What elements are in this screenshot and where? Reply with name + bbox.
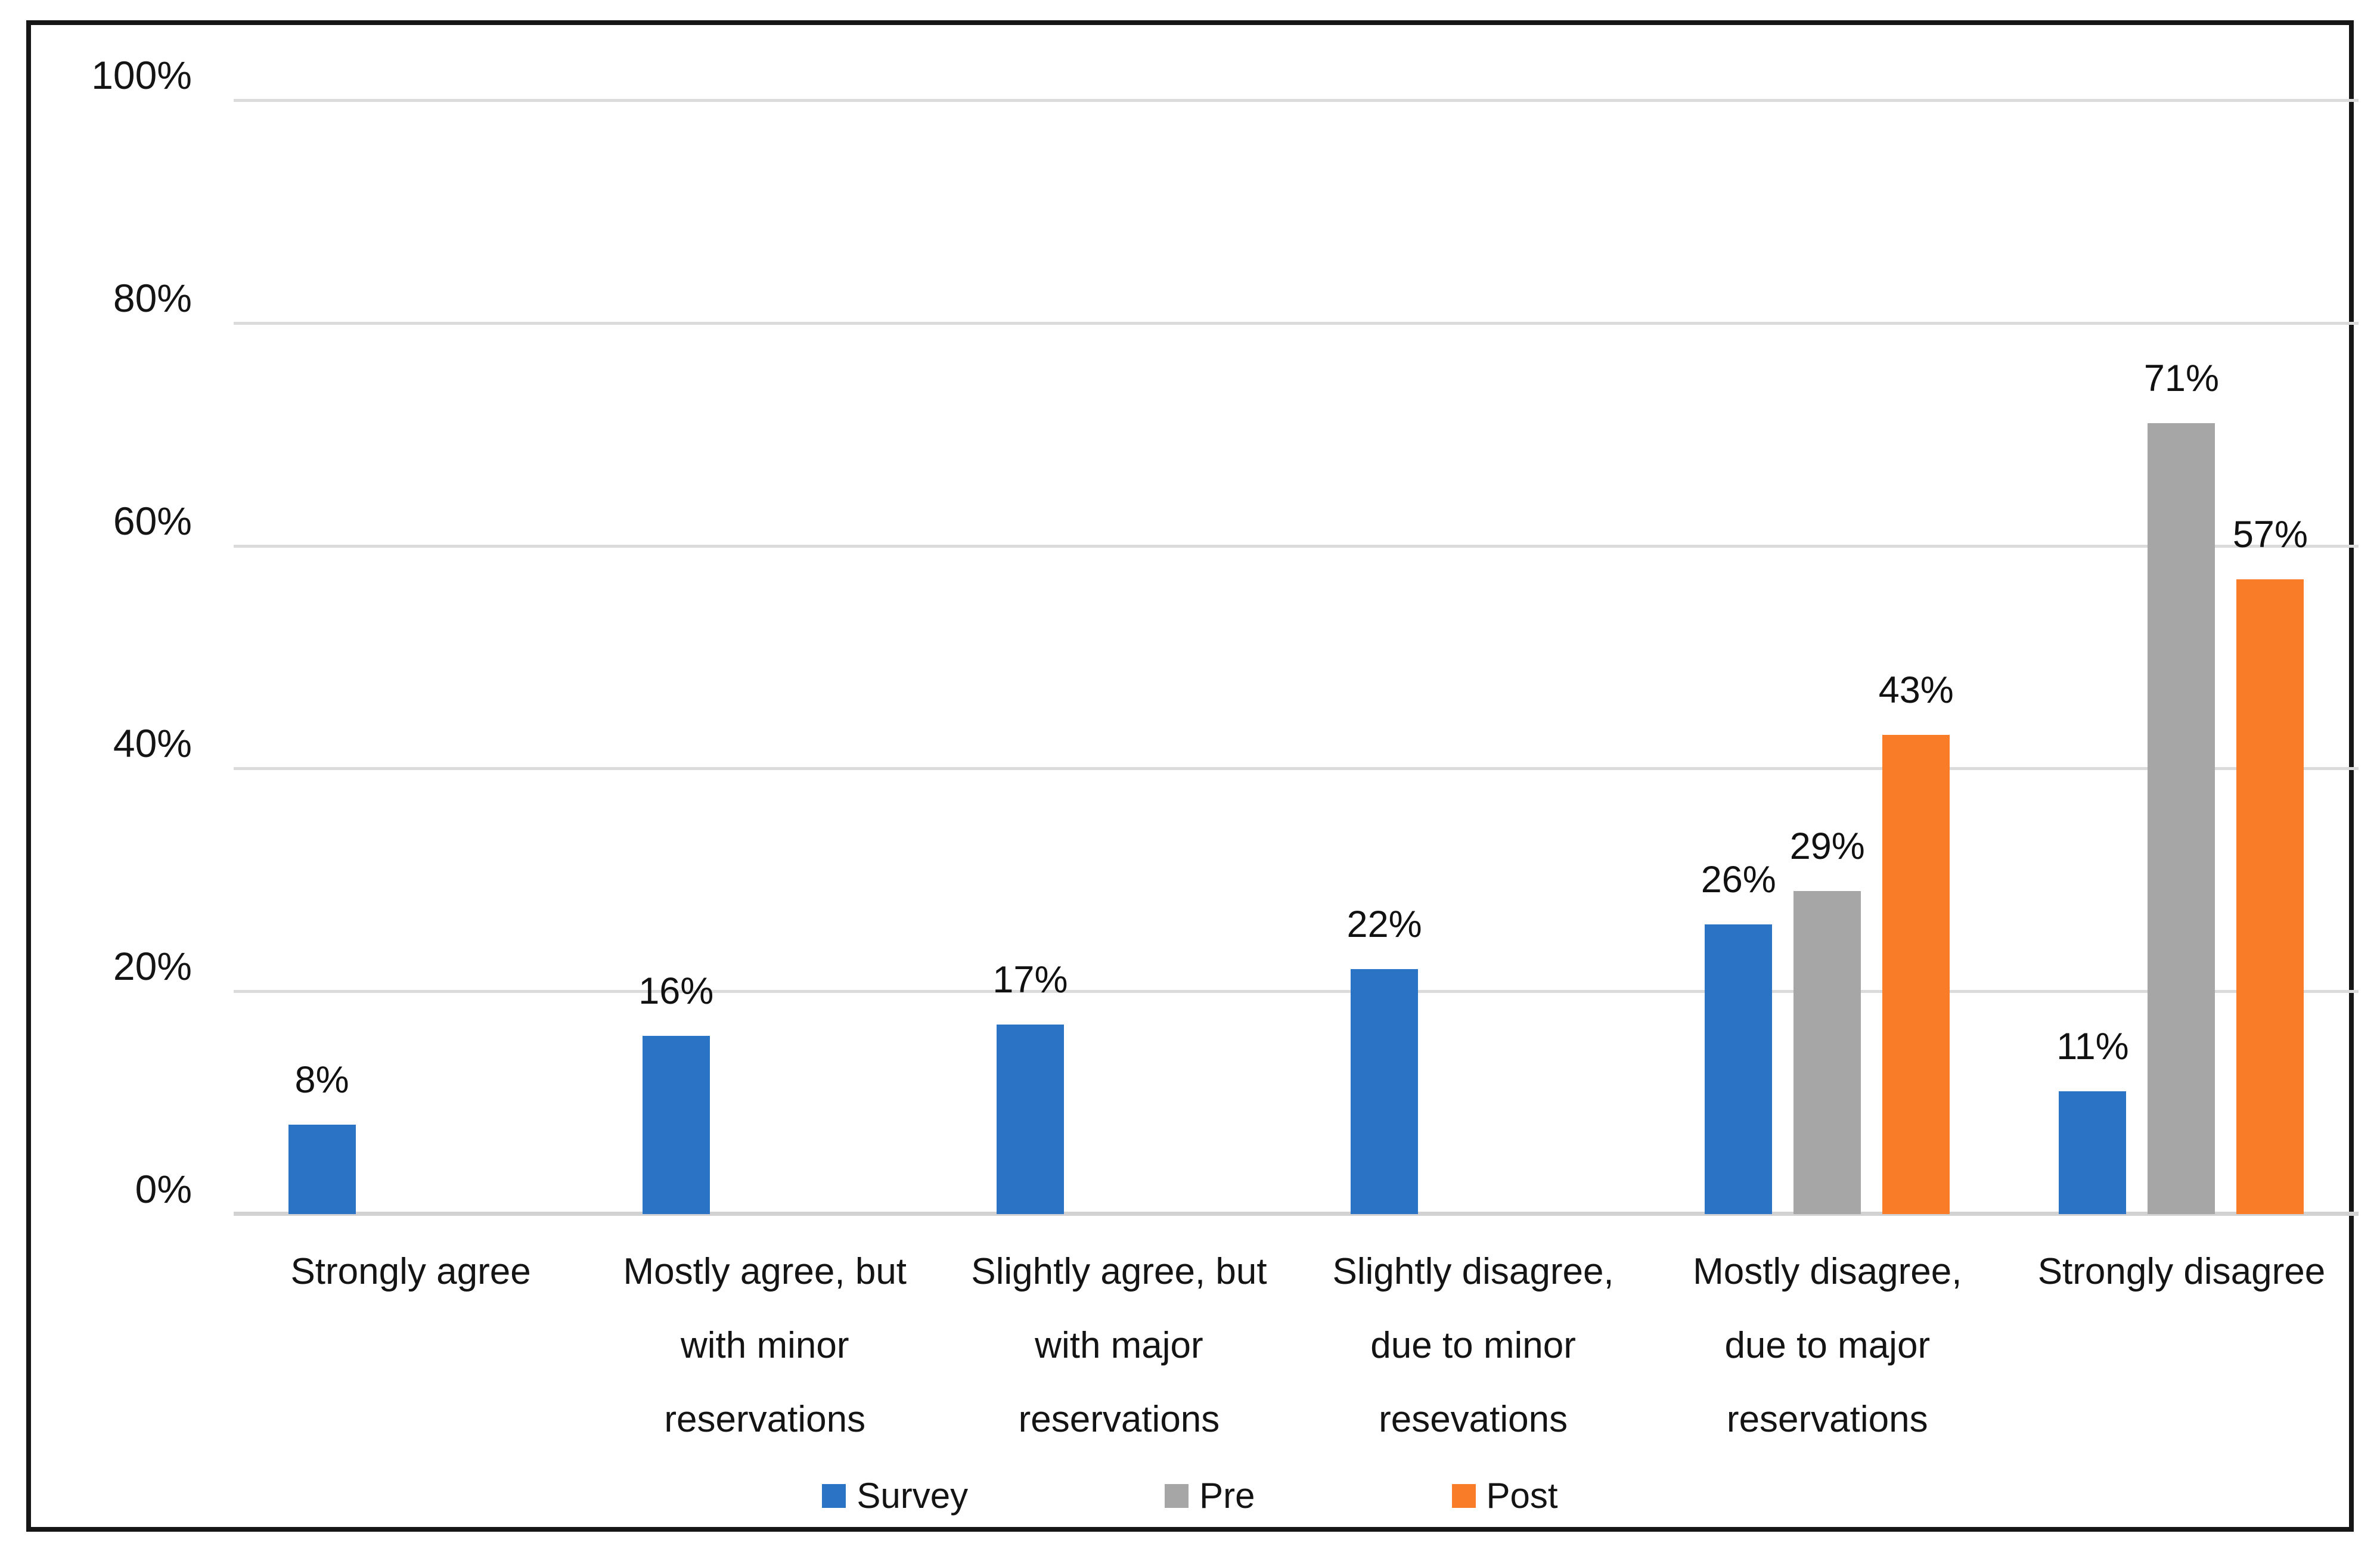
gridline-40 — [234, 767, 2359, 771]
bar-slot-pre — [377, 100, 445, 1214]
bar-pre — [2148, 423, 2215, 1214]
bar-slot-survey: 26% — [1701, 100, 1776, 1214]
legend-label-pre: Pre — [1199, 1476, 1255, 1516]
bar-slot-post: 57% — [2233, 100, 2308, 1214]
bar-group-2: 16% — [588, 100, 942, 1214]
legend-item-survey: Survey — [822, 1475, 968, 1516]
y-axis-tick-label-60: 60% — [113, 498, 192, 543]
legend-swatch-survey — [822, 1483, 846, 1508]
bar-value-label-survey: 26% — [1701, 859, 1776, 901]
legend-item-pre: Pre — [1165, 1475, 1255, 1516]
category-label-1: Strongly agree — [290, 1251, 531, 1292]
bar-group-1: 8% — [234, 100, 588, 1214]
legend: Survey Pre Post — [31, 1467, 2349, 1524]
bar-slot-survey: 17% — [992, 100, 1068, 1214]
bar-slot-survey: 11% — [2056, 100, 2129, 1214]
bar-survey — [996, 1025, 1064, 1214]
bar-value-label-post: 43% — [1878, 669, 1954, 712]
bar-slot-pre — [1085, 100, 1153, 1214]
bar-value-label-survey: 22% — [1346, 903, 1422, 945]
bar-survey — [1705, 924, 1773, 1214]
y-axis-tick-label-0: 0% — [135, 1167, 192, 1211]
bar-slot-post — [466, 100, 533, 1214]
bar-slot-post: 43% — [1879, 100, 1954, 1214]
y-axis-tick-label-100: 100% — [91, 53, 192, 97]
bar-slot-survey: 8% — [288, 100, 356, 1214]
bar-group-4: 22% — [1296, 100, 1650, 1214]
bar-pre — [1793, 891, 1861, 1214]
category-label-5: Mostly disagree, due to major reservatio… — [1693, 1251, 1962, 1440]
bar-value-label-survey: 8% — [294, 1059, 349, 1101]
y-axis-tick-label-20: 20% — [113, 944, 192, 989]
bar-value-label-post: 57% — [2232, 513, 2308, 555]
legend-swatch-pre — [1165, 1483, 1189, 1508]
category-label-6: Strongly disagree — [2037, 1251, 2326, 1292]
x-axis-labels: Strongly agree Mostly agree, but with min… — [234, 1235, 2359, 1457]
bar-survey — [1351, 969, 1419, 1214]
y-axis-tick-label-40: 40% — [113, 721, 192, 766]
bar-value-label-pre: 71% — [2143, 358, 2219, 400]
gridline-20 — [234, 990, 2359, 994]
bar-slot-post — [820, 100, 888, 1214]
bar-slot-pre: 71% — [2144, 100, 2219, 1214]
bar-post — [1882, 735, 1950, 1214]
bar-slot-pre — [1439, 100, 1507, 1214]
legend-item-post: Post — [1451, 1475, 1558, 1516]
bar-survey — [642, 1035, 710, 1214]
category-label-4: Slightly disagree, due to minor resevati… — [1332, 1251, 1614, 1440]
bar-survey — [2059, 1091, 2127, 1214]
bar-group-3: 17% — [942, 100, 1296, 1214]
bar-slot-post — [1174, 100, 1242, 1214]
bar-slot-survey: 22% — [1347, 100, 1422, 1214]
bar-groups: 8% 16% 17% 22% 26% 29% 43% 11% 71% 57% — [234, 100, 2359, 1214]
bar-slot-pre — [731, 100, 799, 1214]
legend-label-post: Post — [1486, 1476, 1558, 1516]
bar-slot-pre: 29% — [1790, 100, 1865, 1214]
bar-value-label-survey: 16% — [638, 970, 714, 1012]
bar-value-label-pre: 29% — [1789, 825, 1865, 867]
category-label-2: Mostly agree, but with minor reservation… — [623, 1251, 907, 1440]
chart-frame: 0% 20% 40% 60% 80% 100% 8% 16% 17% 22% 26% 29% 43% 1… — [26, 20, 2359, 1532]
gridline-100 — [234, 99, 2359, 102]
bar-group-6: 11% 71% 57% — [2004, 100, 2359, 1214]
bar-slot-post — [1528, 100, 1596, 1214]
bar-value-label-survey: 11% — [2056, 1026, 2129, 1068]
bar-survey — [288, 1125, 356, 1214]
bar-group-5: 26% 29% 43% — [1650, 100, 2004, 1214]
bar-post — [2236, 579, 2304, 1214]
plot-area: 8% 16% 17% 22% 26% 29% 43% 11% 71% 57% — [234, 99, 2359, 1216]
bar-slot-survey: 16% — [638, 100, 713, 1214]
bar-value-label-survey: 17% — [992, 959, 1068, 1001]
y-axis-tick-label-80: 80% — [113, 275, 192, 320]
category-label-3: Slightly agree, but with major reservati… — [971, 1251, 1267, 1440]
gridline-80 — [234, 321, 2359, 325]
legend-label-survey: Survey — [857, 1476, 969, 1516]
gridline-0 — [234, 1212, 2359, 1216]
legend-swatch-post — [1451, 1483, 1476, 1508]
gridline-60 — [234, 544, 2359, 548]
